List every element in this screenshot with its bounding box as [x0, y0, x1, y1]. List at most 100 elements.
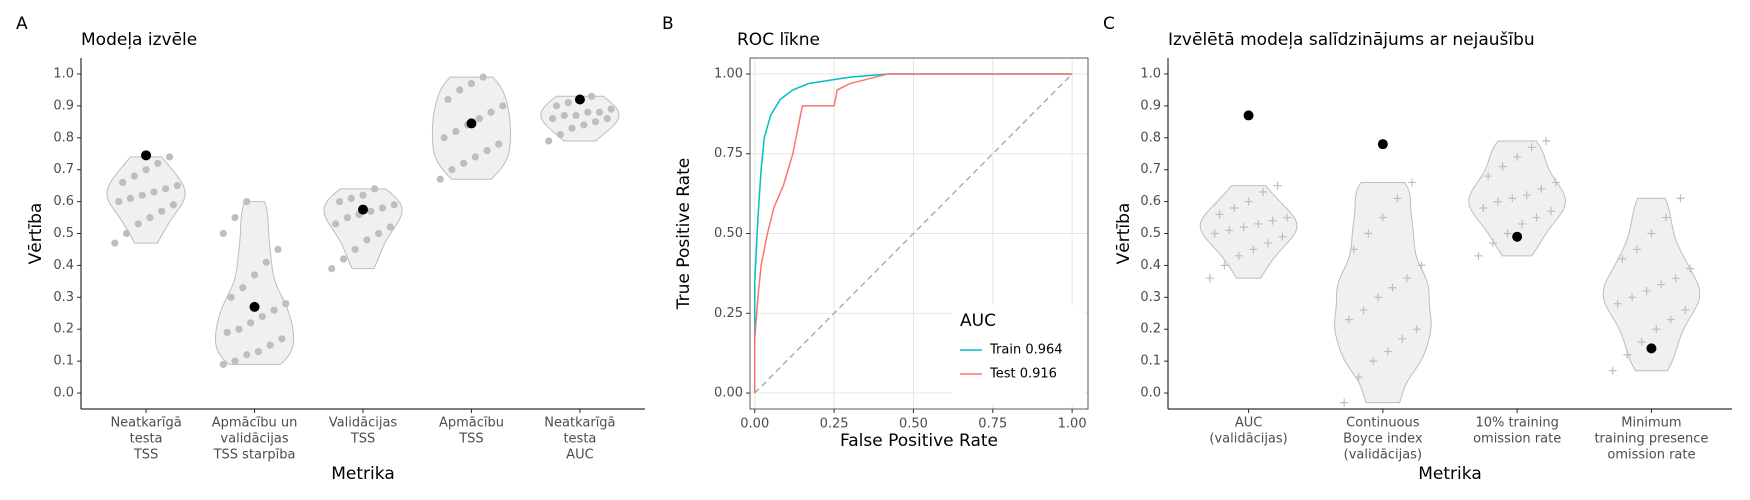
point [223, 328, 231, 337]
y-tick-label: 0.1 [53, 354, 74, 369]
y-tick-label: 1.0 [53, 66, 74, 81]
point [1244, 197, 1253, 206]
point [1230, 203, 1239, 212]
point [359, 191, 367, 199]
y-tick-label: 0.2 [1140, 322, 1161, 337]
highlight-point [574, 94, 585, 105]
point [1225, 226, 1234, 235]
point [440, 134, 448, 142]
point [1283, 213, 1292, 222]
point [258, 312, 266, 321]
y-tick-label: 0.5 [1140, 226, 1161, 241]
legend-label: Train 0.964 [989, 343, 1063, 358]
point [588, 92, 596, 100]
y-tick-label: 0.9 [53, 98, 74, 113]
point [165, 153, 174, 161]
point [1364, 229, 1373, 238]
point [467, 79, 476, 88]
x-tick-label: 0.25 [820, 417, 849, 432]
y-tick-label: 0.5 [53, 226, 74, 241]
point [1215, 210, 1224, 219]
violin [1334, 181, 1432, 404]
point [487, 108, 495, 116]
violin [540, 95, 620, 142]
roc-line [754, 73, 1073, 394]
point [1393, 194, 1402, 203]
point [335, 197, 344, 206]
x-tick-label: Continuous [1346, 416, 1420, 431]
point [1488, 239, 1497, 248]
x-tick-label: Neatkarīgā [544, 416, 615, 431]
y-tick-label: 0.75 [714, 146, 743, 161]
point [343, 213, 351, 222]
point [134, 220, 142, 228]
point [173, 182, 181, 190]
x-tick-label: TSS [458, 432, 483, 447]
y-axis-title: True Positive Rate [674, 158, 694, 310]
point [1340, 398, 1349, 407]
x-tick-label: Boyce index [1343, 432, 1423, 447]
point [1642, 286, 1651, 295]
y-axis-title: Vērtība [26, 203, 46, 265]
point [584, 108, 592, 116]
point [1479, 203, 1488, 212]
point [1254, 219, 1263, 228]
y-tick-label: 0.4 [1140, 258, 1161, 273]
highlight-point [466, 118, 477, 129]
x-tick-label: Neatkarīgā [110, 416, 181, 431]
point [332, 220, 340, 228]
y-tick-label: 0.6 [1140, 194, 1161, 209]
point [572, 111, 580, 120]
point [1493, 197, 1502, 206]
y-tick-label: 0.3 [53, 290, 74, 305]
point [1517, 219, 1526, 228]
point [247, 319, 255, 327]
point [231, 357, 239, 365]
point [254, 347, 263, 356]
point [278, 335, 286, 343]
point [1383, 347, 1392, 356]
point [138, 191, 146, 199]
point [1474, 251, 1483, 260]
point [1647, 229, 1656, 238]
point [1632, 245, 1641, 254]
point [274, 245, 282, 254]
point [444, 95, 452, 104]
point [460, 159, 468, 167]
point [564, 99, 572, 107]
point [1388, 283, 1397, 292]
point [130, 172, 138, 180]
point [1503, 229, 1512, 238]
legend-title: AUC [960, 311, 996, 331]
point [475, 115, 483, 123]
point [436, 175, 444, 183]
point [1359, 306, 1368, 315]
point [1234, 251, 1243, 260]
violin [1602, 197, 1701, 372]
y-tick-label: 0.6 [53, 194, 74, 209]
x-axis-title: Metrika [331, 464, 394, 484]
point [548, 115, 557, 123]
point [1412, 325, 1421, 334]
point [1686, 264, 1695, 273]
y-tick-label: 1.0 [1140, 66, 1161, 81]
point [1407, 178, 1416, 187]
violin [106, 156, 186, 244]
point [386, 223, 394, 231]
point [479, 73, 487, 81]
x-tick-label: TSS [133, 448, 158, 463]
point [243, 351, 251, 359]
point [262, 258, 270, 266]
x-tick-label: testa [130, 432, 163, 447]
point [1354, 373, 1363, 382]
point [126, 194, 135, 202]
point [1369, 357, 1378, 366]
point [580, 121, 588, 129]
point [231, 213, 239, 222]
x-tick-label: 10% training [1475, 416, 1558, 431]
point [1484, 172, 1493, 181]
chart-title: ROC līkne [737, 30, 820, 50]
point [363, 236, 371, 244]
point [1666, 315, 1675, 324]
point [1249, 245, 1258, 254]
